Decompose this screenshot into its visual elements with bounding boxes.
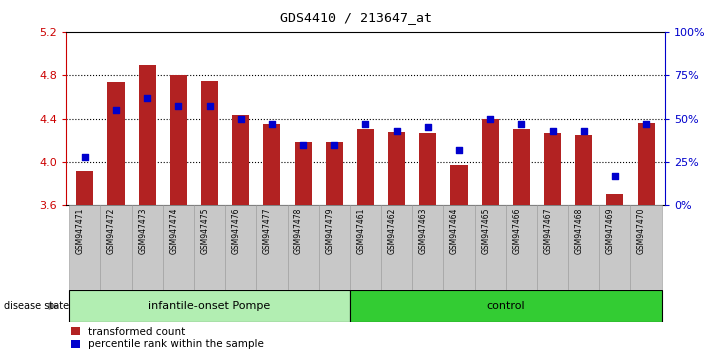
Bar: [76, 171, 93, 205]
Bar: [287, 205, 319, 290]
Text: GSM947476: GSM947476: [232, 208, 241, 255]
Point: [328, 142, 340, 147]
Point: [641, 121, 652, 127]
Bar: [139, 65, 156, 205]
Point: [360, 121, 371, 127]
Bar: [194, 205, 225, 290]
Text: GSM947479: GSM947479: [325, 208, 334, 255]
Bar: [163, 205, 194, 290]
Point: [422, 124, 434, 130]
Text: control: control: [486, 301, 525, 311]
Point: [173, 104, 184, 109]
Text: GSM947474: GSM947474: [169, 208, 178, 255]
Bar: [294, 142, 311, 205]
Bar: [100, 205, 132, 290]
Bar: [444, 205, 474, 290]
Bar: [201, 81, 218, 205]
Bar: [381, 205, 412, 290]
Text: infantile-onset Pompe: infantile-onset Pompe: [149, 301, 271, 311]
Text: GSM947478: GSM947478: [294, 208, 303, 254]
Bar: [69, 290, 350, 322]
Bar: [481, 119, 498, 205]
Point: [609, 173, 621, 179]
Text: GSM947477: GSM947477: [263, 208, 272, 255]
Point: [578, 128, 589, 133]
Bar: [132, 205, 163, 290]
Bar: [326, 142, 343, 205]
Bar: [263, 124, 280, 205]
Point: [391, 128, 402, 133]
Text: GSM947473: GSM947473: [138, 208, 147, 255]
Bar: [257, 205, 287, 290]
Legend: transformed count, percentile rank within the sample: transformed count, percentile rank withi…: [71, 327, 264, 349]
Text: GSM947461: GSM947461: [356, 208, 365, 254]
Bar: [350, 290, 662, 322]
Bar: [544, 133, 561, 205]
Text: GSM947464: GSM947464: [450, 208, 459, 255]
Bar: [513, 130, 530, 205]
Text: GSM947472: GSM947472: [107, 208, 116, 254]
Bar: [225, 205, 257, 290]
Point: [79, 154, 90, 160]
Text: GSM947463: GSM947463: [419, 208, 428, 255]
Point: [266, 121, 277, 127]
Bar: [474, 205, 506, 290]
Bar: [388, 132, 405, 205]
Bar: [350, 205, 381, 290]
Text: GSM947467: GSM947467: [543, 208, 552, 255]
Point: [547, 128, 558, 133]
Bar: [69, 205, 100, 290]
Bar: [419, 133, 437, 205]
Bar: [537, 205, 568, 290]
Bar: [506, 205, 537, 290]
Text: GSM947462: GSM947462: [387, 208, 397, 254]
Bar: [357, 130, 374, 205]
Point: [235, 116, 247, 121]
Polygon shape: [49, 303, 58, 309]
Point: [515, 121, 527, 127]
Bar: [638, 123, 655, 205]
Point: [297, 142, 309, 147]
Bar: [568, 205, 599, 290]
Point: [110, 107, 122, 113]
Bar: [107, 82, 124, 205]
Text: GSM947469: GSM947469: [606, 208, 615, 255]
Bar: [451, 165, 468, 205]
Text: GSM947465: GSM947465: [481, 208, 490, 255]
Bar: [170, 75, 187, 205]
Bar: [319, 205, 350, 290]
Text: GSM947471: GSM947471: [76, 208, 85, 254]
Text: GSM947470: GSM947470: [637, 208, 646, 255]
Text: GSM947468: GSM947468: [574, 208, 584, 254]
Bar: [599, 205, 631, 290]
Text: GSM947475: GSM947475: [201, 208, 210, 255]
Text: GSM947466: GSM947466: [513, 208, 521, 255]
Text: GDS4410 / 213647_at: GDS4410 / 213647_at: [279, 11, 432, 24]
Bar: [232, 115, 250, 205]
Point: [484, 116, 496, 121]
Bar: [606, 194, 624, 205]
Point: [204, 104, 215, 109]
Bar: [631, 205, 662, 290]
Point: [141, 95, 153, 101]
Text: disease state: disease state: [4, 301, 69, 311]
Bar: [412, 205, 444, 290]
Point: [454, 147, 465, 153]
Bar: [575, 135, 592, 205]
